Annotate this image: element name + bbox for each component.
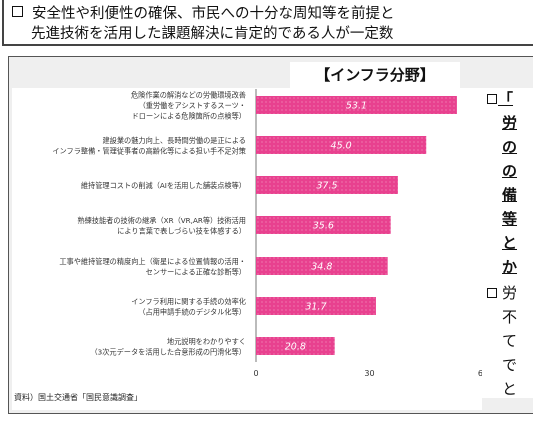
bar	[256, 136, 427, 154]
category-label: センサーによる正確な診断等）	[146, 267, 246, 276]
bullet-square-icon	[487, 288, 497, 298]
category-label: により言葉で表しづらい技を体感する）	[117, 226, 246, 235]
right-text-char: の	[502, 138, 518, 156]
category-label: 地元説明をわかりやすく	[167, 337, 246, 346]
data-label: 20.8	[285, 342, 306, 353]
bar	[256, 96, 457, 114]
bar	[256, 257, 388, 275]
category-label: 熟練技能者の技術の継承（XR（VR,AR等）技術活用	[77, 216, 246, 225]
chart-title: 【インフラ分野】	[315, 66, 435, 84]
intro-line-2: 先進技術を活用した課題解決に肯定的である人が一定数	[31, 26, 394, 42]
category-label: インフラ利用に関する手続の効率化	[131, 297, 246, 306]
chart-title-box: 【インフラ分野】	[290, 62, 460, 88]
right-text-char: と	[502, 380, 518, 398]
category-label: 危険作業の解消などの労働環境改善	[131, 91, 246, 100]
right-text-char: 労	[502, 284, 518, 302]
data-label: 53.1	[346, 101, 367, 112]
category-label: （占用申請手続のデジタル化等）	[138, 307, 246, 316]
right-column-text: 「労のの備等とか 労不てでと	[482, 88, 533, 398]
bar	[256, 337, 335, 355]
right-text-char: と	[502, 234, 518, 252]
bullet-square-icon	[487, 94, 497, 104]
intro-line-1: 安全性や利便性の確保、市民への十分な周知等を前提と	[12, 2, 395, 23]
data-label: 45.0	[331, 141, 352, 152]
intro-box: 安全性や利便性の確保、市民への十分な周知等を前提と 先進技術を活用した課題解決に…	[2, 0, 533, 46]
category-label: ドローンによる危険箇所の点検等）	[132, 112, 246, 121]
bar	[256, 216, 391, 234]
right-text-char: の	[502, 162, 518, 180]
bar	[256, 297, 376, 315]
chart-area: 53.1 危険作業の解消などの労働環境改善 （重労働をアシストするスーツ・ドローンに…	[12, 88, 501, 410]
category-label: 建設業の魅力向上、長時間労働の是正による	[102, 136, 246, 145]
right-text-char: 等	[502, 210, 518, 228]
x-tick-label: 30	[364, 369, 374, 378]
category-label: （3次元データを活用した合意形成の円滑化等）	[90, 347, 246, 356]
data-label: 37.5	[316, 181, 337, 192]
right-text-char: で	[502, 356, 518, 374]
category-label: インフラ整備・管理従事者の高齢化等による担い手不足対策	[52, 146, 246, 155]
right-text-char: 備	[502, 186, 518, 204]
data-label: 35.6	[313, 221, 334, 232]
x-tick-label: 0	[253, 369, 258, 378]
source-note: 資料）国土交通省「国民意識調査」	[14, 393, 142, 402]
right-text-char: 「	[498, 90, 514, 108]
right-text-char: 不	[502, 308, 518, 326]
data-label: 34.8	[311, 262, 332, 273]
bar-chart: 53.1 危険作業の解消などの労働環境改善（重労働をアシストするスーツ・ドローンに…	[52, 89, 501, 378]
category-label: 工事や維持管理の精度向上（衛星による位置情報の活用・	[59, 257, 246, 266]
right-text-char: 労	[502, 114, 518, 132]
bar	[256, 176, 398, 194]
right-text-char: て	[502, 332, 518, 350]
data-label: 31.7	[305, 302, 326, 313]
checkbox-icon	[12, 6, 23, 17]
right-text-char: か	[502, 258, 518, 276]
category-label: （重労働をアシストするスーツ・	[139, 101, 246, 110]
category-label: 維持管理コストの削減（AIを活用した舗装点検等）	[81, 181, 246, 190]
